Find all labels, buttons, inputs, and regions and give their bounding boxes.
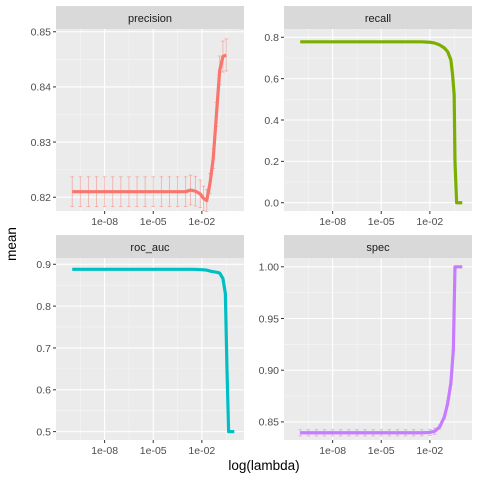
facet-panel-roc-auc: roc_auc 1e-08 1e-05 1e-02 0.5 0.6 0.7 0.8 0.9 xyxy=(36,235,244,457)
facet-strip xyxy=(284,6,472,29)
error-bar xyxy=(224,38,228,72)
series-line-precision xyxy=(72,53,227,203)
y-tick-label: 0.95 xyxy=(259,313,280,325)
y-tick-label: 0.7 xyxy=(36,343,51,355)
facet-strip xyxy=(284,235,472,258)
facet-panel-spec: spec 1e-08 1e-05 1e-02 0.85 0.90 0.95 1.00 xyxy=(259,235,472,457)
y-tick-label: 0.82 xyxy=(31,192,52,204)
x-tick-label: 1e-05 xyxy=(368,216,395,228)
y-tick-label: 0.84 xyxy=(31,82,52,94)
y-tick-label: 0.85 xyxy=(259,417,280,429)
x-tick-label: 1e-02 xyxy=(188,216,215,228)
facet-strip xyxy=(56,235,244,258)
series-line-recall xyxy=(300,40,463,205)
facet-panel-recall: recall 1e-08 1e-05 1e-02 0.0 0.2 0.4 0.6 0.8 xyxy=(264,6,472,228)
x-axis-title: log(lambda) xyxy=(228,458,299,473)
panel-background xyxy=(284,258,472,440)
series-line-roc-auc xyxy=(72,267,235,434)
error-bar xyxy=(70,176,75,207)
y-tick-label: 0.90 xyxy=(259,365,280,377)
x-tick-label: 1e-02 xyxy=(188,445,215,457)
y-tick-label: 0.5 xyxy=(36,426,51,438)
x-tick-label: 1e-08 xyxy=(91,216,118,228)
y-tick-label: 0.6 xyxy=(264,73,279,85)
panel-background xyxy=(56,258,244,440)
x-tick-label: 1e-02 xyxy=(416,445,443,457)
x-tick-label: 1e-05 xyxy=(140,445,167,457)
y-tick-label: 0.9 xyxy=(36,259,51,271)
y-tick-label: 0.2 xyxy=(264,156,279,168)
facet-strip-label: recall xyxy=(365,13,391,25)
x-tick-label: 1e-08 xyxy=(319,445,346,457)
facet-strip-label: spec xyxy=(366,242,390,254)
y-tick-label: 0.6 xyxy=(36,385,51,397)
error-bar xyxy=(298,429,303,437)
facet-strip xyxy=(56,6,244,29)
x-tick-label: 1e-02 xyxy=(416,216,443,228)
y-axis-title: mean xyxy=(4,227,19,261)
x-tick-label: 1e-05 xyxy=(140,216,167,228)
y-tick-label: 0.4 xyxy=(264,115,279,127)
facet-strip-label: roc_auc xyxy=(130,242,170,254)
facet-panels: precision 1e-08 1e-05 1e-02 0.82 0.83 0.84 0.85… xyxy=(31,6,472,457)
x-tick-label: 1e-08 xyxy=(91,445,118,457)
y-tick-label: 0.85 xyxy=(31,27,52,39)
y-tick-label: 0.0 xyxy=(264,198,279,210)
y-tick-label: 0.8 xyxy=(36,301,51,313)
y-tick-label: 0.83 xyxy=(31,137,52,149)
facet-strip-label: precision xyxy=(128,13,172,25)
facet-panel-precision: precision 1e-08 1e-05 1e-02 0.82 0.83 0.84 0.85 xyxy=(31,6,244,228)
series-line-spec xyxy=(300,265,463,435)
y-tick-label: 0.8 xyxy=(264,32,279,44)
x-tick-label: 1e-05 xyxy=(368,445,395,457)
x-tick-label: 1e-08 xyxy=(319,216,346,228)
y-tick-label: 1.00 xyxy=(259,262,280,274)
